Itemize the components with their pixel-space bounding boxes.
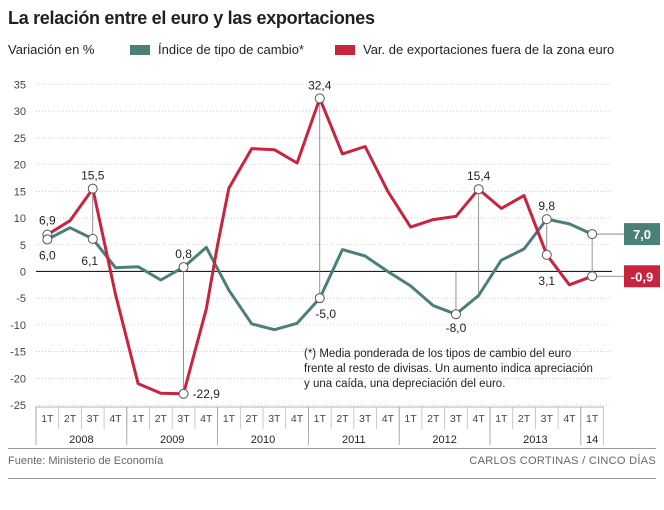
x-tick-label-quarter: 3T [268, 413, 281, 425]
x-tick-label-year: 2013 [523, 434, 547, 446]
y-tick-label: -5 [16, 293, 26, 305]
x-tick-label-quarter: 1T [223, 413, 236, 425]
end-label-exports: -0,9 [631, 269, 653, 284]
end-point-marker [587, 229, 598, 240]
x-tick-label-quarter: 4T [109, 413, 122, 425]
end-label-box-exports [624, 265, 660, 288]
data-point-marker [42, 234, 53, 245]
y-tick-label: -15 [10, 347, 26, 359]
x-tick-label-quarter: 2T [427, 413, 440, 425]
footnote-line: y una caída, una depreciación del euro. [304, 378, 505, 390]
chart-title: La relación entre el euro y las exportac… [8, 8, 375, 28]
x-tick-label-quarter: 3T [87, 413, 100, 425]
footnote-line: (*) Media ponderada de los tipos de camb… [304, 348, 571, 360]
data-point-marker [178, 388, 189, 399]
x-tick-label-quarter: 4T [200, 413, 213, 425]
data-point-marker [87, 233, 98, 244]
data-point-marker [178, 262, 189, 273]
x-tick-label-quarter: 2T [336, 413, 349, 425]
y-tick-label: 30 [14, 106, 26, 118]
data-label: 6,9 [39, 214, 56, 228]
credit-text: CARLOS CORTINAS / CINCO DÍAS [469, 455, 656, 467]
y-tick-label: 5 [20, 240, 26, 252]
x-tick-label-year: 2008 [69, 434, 93, 446]
data-label: 32,4 [308, 78, 332, 92]
y-tick-label: 0 [20, 266, 26, 278]
y-tick-label: 10 [14, 213, 26, 225]
y-tick-label: 15 [14, 186, 26, 198]
legend-swatch-red [335, 45, 355, 55]
data-label: -22,9 [193, 387, 221, 401]
x-tick-label-quarter: 1T [314, 413, 327, 425]
legend-label-exports: Var. de exportaciones fuera de la zona e… [363, 42, 615, 57]
x-tick-label-quarter: 2T [246, 413, 259, 425]
x-tick-label-quarter: 2T [518, 413, 531, 425]
data-label: -5,0 [315, 307, 336, 321]
data-point-marker [541, 214, 552, 225]
data-label: 9,8 [538, 199, 555, 213]
end-point-marker [587, 271, 598, 282]
data-label: 0,8 [175, 247, 192, 261]
data-point-marker [87, 183, 98, 194]
footer-rule-top [8, 448, 656, 449]
x-tick-label-quarter: 3T [450, 413, 463, 425]
y-tick-label: -25 [10, 400, 26, 412]
x-tick-label-quarter: 2T [64, 413, 77, 425]
x-tick-label-quarter: 4T [473, 413, 486, 425]
x-tick-label-quarter: 3T [541, 413, 554, 425]
x-tick-label-year: 2010 [251, 434, 275, 446]
x-tick-label-year: 2009 [160, 434, 184, 446]
data-point-marker [541, 249, 552, 260]
footer-rule-bottom [8, 478, 656, 479]
x-tick-label-quarter: 1T [586, 413, 599, 425]
y-tick-label: 35 [14, 80, 26, 92]
line-chart: 35 30 25 20 15 10 5 0 -5 -10 -15 -20 -25 6,9 6,0 15,5 6,… [10, 78, 660, 446]
footnote-line: frente al resto de divisas. Un aumento i… [304, 363, 593, 375]
source-text: Fuente: Ministerio de Economía [8, 455, 164, 467]
data-point-marker [473, 184, 484, 195]
data-point-marker [450, 309, 461, 320]
footer: Fuente: Ministerio de Economía CARLOS CO… [8, 448, 656, 488]
x-tick-label-quarter: 4T [382, 413, 395, 425]
data-label: 6,0 [39, 248, 56, 262]
x-tick-label-year: 14 [586, 434, 598, 446]
legend-label-exchange-rate: Índice de tipo de cambio* [158, 42, 304, 57]
x-tick-label-quarter: 3T [177, 413, 190, 425]
data-point-marker [314, 93, 325, 104]
end-label-exchange-rate: 7,0 [633, 227, 651, 242]
y-tick-label: 20 [14, 160, 26, 172]
data-label: -8,0 [446, 321, 467, 335]
data-label: 15,4 [467, 169, 491, 183]
x-tick-label-quarter: 2T [155, 413, 168, 425]
data-label: 6,1 [81, 254, 98, 268]
x-tick-label-quarter: 4T [291, 413, 304, 425]
y-axis-label: Variación en % [8, 42, 95, 57]
y-tick-label: -10 [10, 320, 26, 332]
x-tick-label-quarter: 4T [563, 413, 576, 425]
x-tick-label-quarter: 1T [495, 413, 508, 425]
x-tick-label-quarter: 1T [132, 413, 145, 425]
x-tick-label-quarter: 1T [404, 413, 417, 425]
series-line-exports [45, 96, 594, 396]
y-tick-label: -20 [10, 373, 26, 385]
x-tick-label-year: 2012 [432, 434, 456, 446]
x-tick-label-quarter: 1T [41, 413, 54, 425]
legend-swatch-teal [130, 45, 150, 55]
end-label-box-exchange-rate [624, 223, 660, 246]
x-tick-label-year: 2011 [342, 434, 366, 446]
data-label: 15,5 [81, 169, 105, 183]
y-tick-label: 25 [14, 133, 26, 145]
data-label: 3,1 [538, 274, 555, 288]
data-point-marker [314, 293, 325, 304]
x-tick-label-quarter: 3T [359, 413, 372, 425]
